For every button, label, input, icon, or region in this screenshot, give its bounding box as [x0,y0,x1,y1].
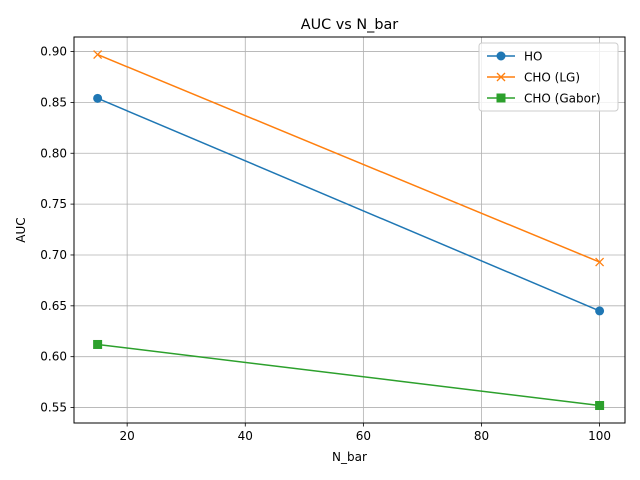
series-ho [93,93,605,316]
y-axis-ticks: 0.55 0.60 0.65 0.70 0.75 0.80 0.85 0.90 [40,45,74,415]
legend-label-ho: HO [524,50,542,64]
y-tick-label: 0.60 [40,350,67,364]
y-tick-label: 0.80 [40,146,67,160]
y-axis-label: AUC [14,217,28,242]
x-axis-ticks: 20 40 60 80 100 [120,423,611,443]
series-line-ho [97,97,600,312]
legend-label-cho-lg: CHO (LG) [524,71,580,85]
data-point-cho-gabor [93,339,103,349]
chart-title: AUC vs N_bar [301,17,399,33]
y-tick-label: 0.55 [40,401,67,415]
legend-label-cho-gabor: CHO (Gabor) [524,92,601,106]
series-cho-lg [93,50,605,267]
data-point-ho [93,93,103,103]
x-tick-label: 80 [474,429,489,443]
legend-marker-cho-gabor [496,93,506,103]
plot-area-frame [73,36,626,424]
y-tick-label: 0.90 [40,45,67,59]
legend: HO CHO (LG) CHO (Gabor) [478,42,619,112]
x-tick-label: 60 [356,429,371,443]
data-point-ho [595,306,605,316]
x-tick-label: 40 [238,429,253,443]
data-point-cho-lg [93,50,103,60]
legend-box [478,42,619,112]
y-tick-label: 0.70 [40,248,67,262]
data-point-cho-lg [595,257,605,267]
y-tick-label: 0.85 [40,95,67,109]
y-tick-label: 0.65 [40,299,67,313]
x-tick-label: 100 [588,429,611,443]
grid-lines [74,37,625,423]
legend-marker-ho [496,51,506,61]
series-line-cho-gabor [97,343,600,407]
series-layer [93,50,605,411]
x-axis-label: N_bar [332,450,367,464]
x-tick-label: 20 [120,429,135,443]
data-point-cho-gabor [595,401,605,411]
series-cho-gabor [93,339,605,411]
y-tick-label: 0.75 [40,197,67,211]
series-line-cho-lg [97,53,600,263]
legend-marker-cho-lg [496,72,506,82]
